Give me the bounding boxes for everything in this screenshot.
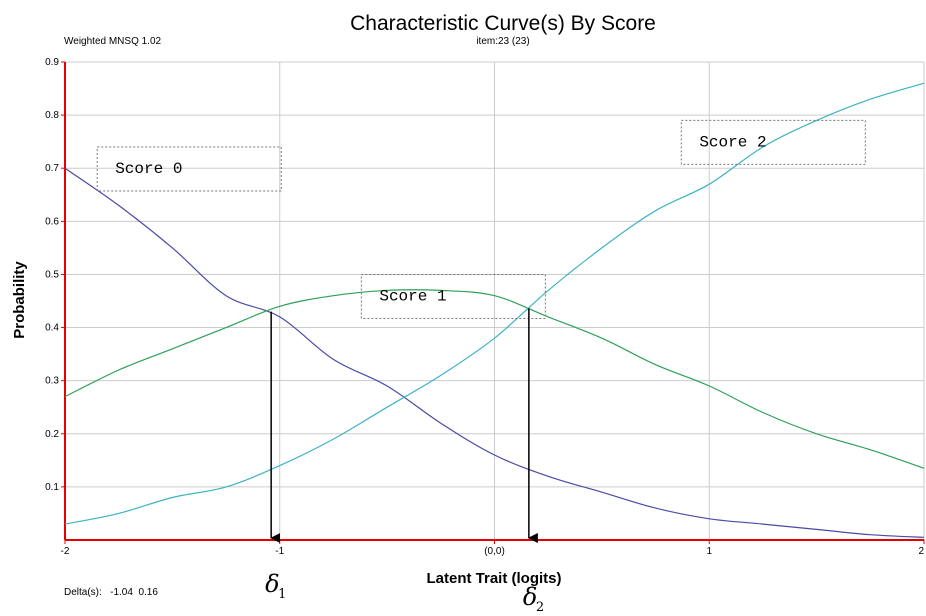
y-axis-label: Probability <box>11 261 28 339</box>
delta-2-subscript: 2 <box>536 600 544 611</box>
x-axis-label: Latent Trait (logits) <box>427 570 562 587</box>
chart-title: Characteristic Curve(s) By Score <box>350 12 656 35</box>
delta-1-symbol: δ <box>265 570 279 598</box>
y-tick-label: 0.7 <box>45 163 59 174</box>
x-tick-label: -1 <box>275 546 284 557</box>
chart-subtitle: item:23 (23) <box>476 36 529 47</box>
score-0-annotation-box <box>96 146 282 192</box>
x-tick-label: (0,0) <box>484 546 505 557</box>
x-tick-label: 1 <box>706 546 712 557</box>
y-tick-label: 0.4 <box>45 323 59 334</box>
x-tick-label: 2 <box>918 546 924 557</box>
y-tick-label: 0.8 <box>45 110 59 121</box>
score-2-curve <box>64 82 925 525</box>
weighted-mnsq-label: Weighted MNSQ 1.02 <box>64 36 162 47</box>
y-tick-label: 0.6 <box>45 216 59 227</box>
deltas-label: Delta(s): -1.04 0.16 <box>64 587 158 598</box>
delta-2-symbol: δ <box>523 583 537 611</box>
delta-1-subscript: 1 <box>278 587 286 602</box>
y-tick-label: 0.5 <box>45 269 59 280</box>
score-1-annotation-box <box>360 273 546 319</box>
score-0-annotation-label: Score 0 <box>115 160 182 178</box>
score-1-annotation-label: Score 1 <box>379 287 446 305</box>
y-tick-label: 0.9 <box>45 57 59 68</box>
score-2-annotation-label: Score 2 <box>699 133 766 151</box>
score-0-curve <box>64 167 925 538</box>
y-tick-label: 0.3 <box>45 376 59 387</box>
score-1-curve <box>64 289 925 469</box>
y-tick-label: 0.1 <box>45 482 59 493</box>
score-2-annotation-box <box>680 119 866 165</box>
x-tick-label: -2 <box>61 546 70 557</box>
y-tick-label: 0.2 <box>45 429 59 440</box>
